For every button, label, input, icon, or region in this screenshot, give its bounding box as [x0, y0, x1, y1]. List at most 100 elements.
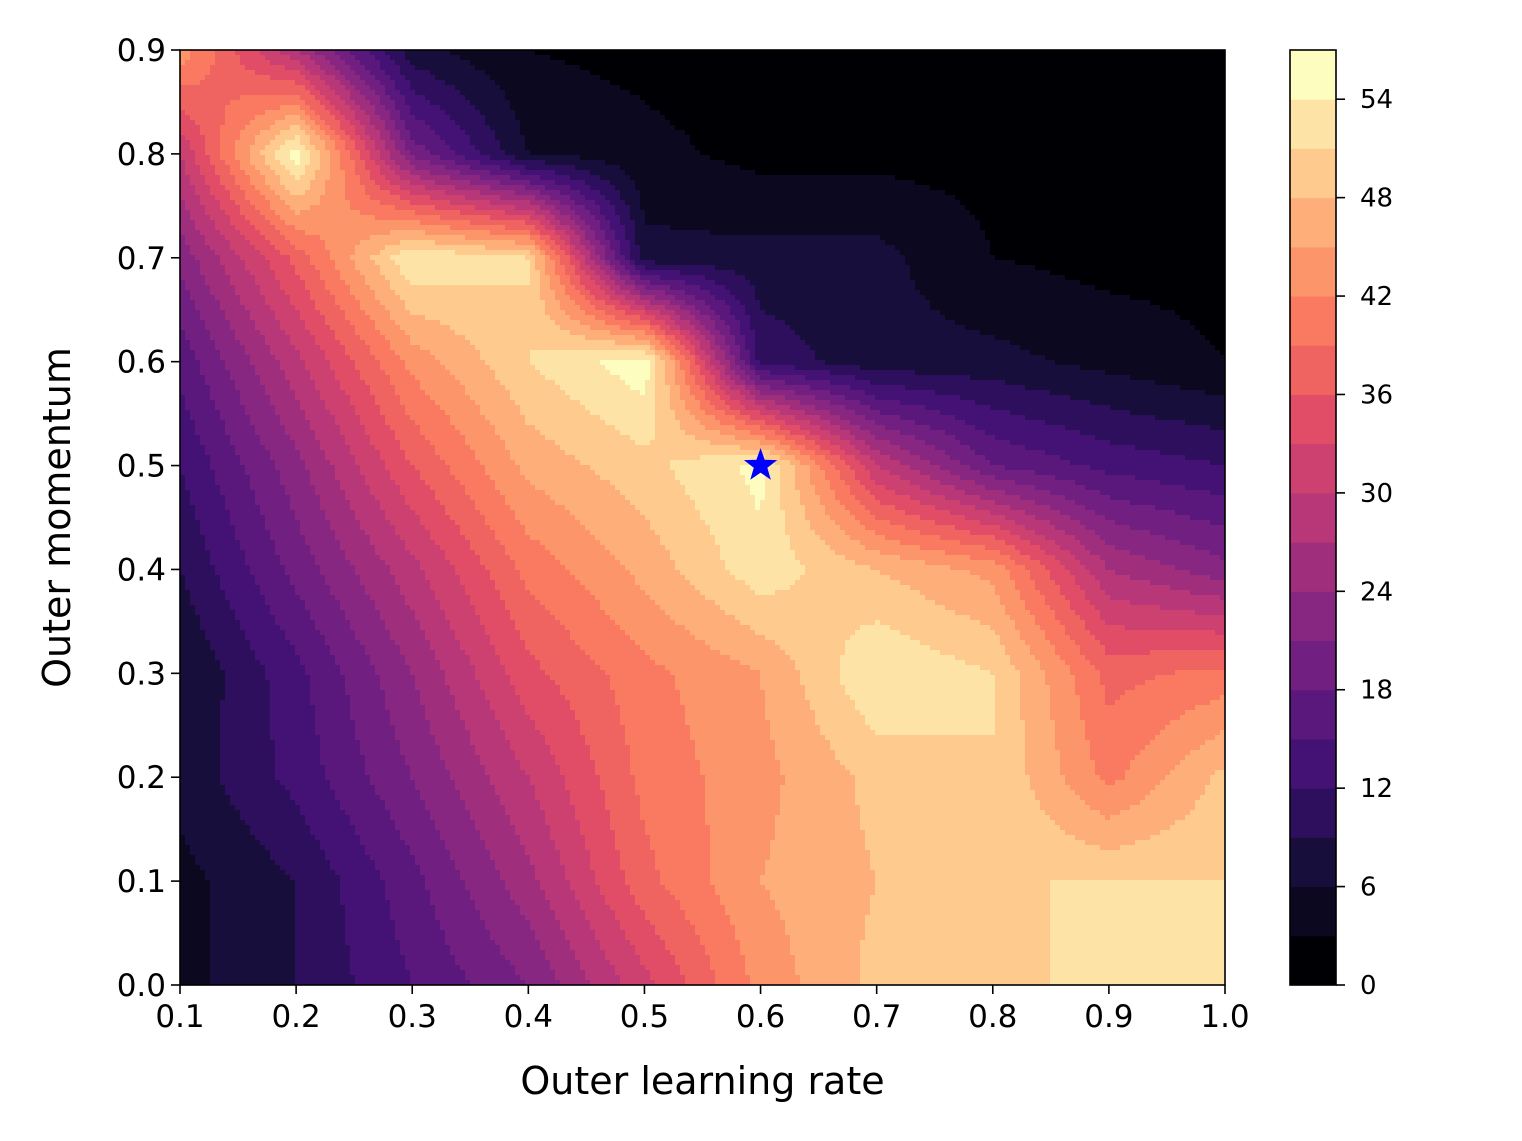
contour-band-segment	[600, 175, 631, 181]
contour-band-segment	[370, 435, 396, 441]
contour-band-segment	[590, 855, 621, 861]
contour-band-segment	[430, 530, 461, 536]
contour-band-segment	[410, 180, 436, 186]
contour-band-segment	[700, 345, 711, 351]
contour-band-segment	[585, 910, 616, 916]
contour-band-segment	[880, 450, 911, 456]
contour-band-segment	[530, 920, 561, 926]
contour-band-segment	[805, 515, 831, 521]
contour-band-segment	[630, 205, 641, 211]
contour-band-segment	[180, 315, 201, 321]
contour-band-segment	[290, 300, 316, 306]
contour-band-segment	[635, 900, 681, 906]
contour-band-segment	[300, 655, 336, 661]
contour-band-segment	[970, 530, 1011, 536]
contour-band-segment	[275, 740, 321, 746]
contour-band-segment	[485, 120, 521, 126]
contour-band-segment	[480, 685, 516, 691]
contour-band-segment	[575, 210, 591, 216]
contour-band-segment	[865, 925, 1051, 931]
contour-band-segment	[920, 515, 966, 521]
contour-band-segment	[715, 355, 726, 361]
contour-band-segment	[680, 700, 766, 706]
contour-band-segment	[1020, 675, 1046, 681]
contour-band-segment	[1000, 640, 1026, 646]
contour-band-segment	[540, 275, 551, 281]
contour-band-segment	[180, 370, 201, 376]
contour-band-segment	[1015, 585, 1036, 591]
contour-band-segment	[310, 135, 321, 141]
contour-band-segment	[650, 970, 681, 976]
contour-band-segment	[295, 880, 341, 886]
contour-band-segment	[270, 685, 311, 691]
contour-band-segment	[510, 555, 556, 561]
contour-band-segment	[855, 410, 881, 416]
contour-band-segment	[180, 665, 221, 671]
contour-band-segment	[205, 545, 241, 551]
contour-band-segment	[620, 980, 656, 985]
contour-band-segment	[340, 880, 386, 886]
contour-band-segment	[250, 475, 281, 481]
contour-band-segment	[540, 280, 551, 286]
contour-band-segment	[350, 400, 376, 406]
contour-band-segment	[180, 110, 186, 116]
contour-band-segment	[370, 660, 406, 666]
contour-band-segment	[235, 50, 261, 56]
contour-band-segment	[180, 525, 201, 531]
contour-band-segment	[475, 610, 511, 616]
contour-band-segment	[1105, 650, 1151, 656]
contour-band-segment	[235, 200, 251, 206]
contour-band-segment	[220, 175, 236, 181]
contour-band-segment	[1205, 790, 1225, 796]
contour-band-segment	[240, 620, 276, 626]
contour-band-segment	[1030, 575, 1051, 581]
contour-band-segment	[220, 490, 256, 496]
contour-band-segment	[840, 675, 996, 681]
contour-band-segment	[390, 310, 411, 316]
contour-band-segment	[290, 380, 316, 386]
optimum-star-marker	[743, 448, 778, 480]
contour-band-segment	[385, 880, 426, 886]
contour-band-segment	[960, 440, 1011, 446]
contour-band-segment	[450, 775, 491, 781]
contour-band-segment	[270, 715, 316, 721]
contour-band-segment	[290, 205, 311, 211]
contour-band-segment	[720, 650, 786, 656]
contour-band-segment	[305, 670, 341, 676]
contour-band-segment	[295, 590, 331, 596]
contour-band-segment	[650, 280, 686, 286]
contour-band-segment	[285, 185, 311, 191]
contour-band-segment	[320, 235, 371, 241]
contour-band-segment	[615, 965, 646, 971]
contour-band-segment	[405, 595, 436, 601]
contour-band-segment	[260, 210, 276, 216]
contour-band-segment	[1130, 410, 1225, 416]
contour-band-segment	[535, 725, 581, 731]
contour-band-segment	[425, 575, 461, 581]
contour-band-segment	[710, 875, 761, 881]
contour-band-segment	[540, 230, 556, 236]
contour-band-segment	[1105, 540, 1181, 546]
contour-band-segment	[305, 365, 331, 371]
contour-band-segment	[1050, 490, 1101, 496]
contour-band-segment	[405, 760, 446, 766]
contour-band-segment	[335, 115, 346, 121]
contour-band-segment	[710, 400, 726, 406]
contour-band-segment	[290, 260, 311, 266]
contour-band-segment	[235, 610, 271, 616]
contour-band-segment	[735, 930, 786, 936]
contour-band-segment	[685, 915, 731, 921]
contour-band-segment	[205, 635, 246, 641]
contour-band-segment	[590, 655, 651, 661]
contour-band-segment	[765, 435, 786, 441]
contour-band-segment	[285, 635, 326, 641]
contour-band-segment	[295, 645, 331, 651]
contour-band-segment	[600, 945, 636, 951]
contour-band-segment	[470, 395, 511, 401]
contour-band-segment	[635, 785, 706, 791]
contour-band-segment	[440, 500, 476, 506]
contour-band-segment	[605, 235, 616, 241]
contour-band-segment	[280, 50, 301, 56]
contour-band-segment	[990, 405, 1111, 411]
contour-band-segment	[1080, 795, 1146, 801]
